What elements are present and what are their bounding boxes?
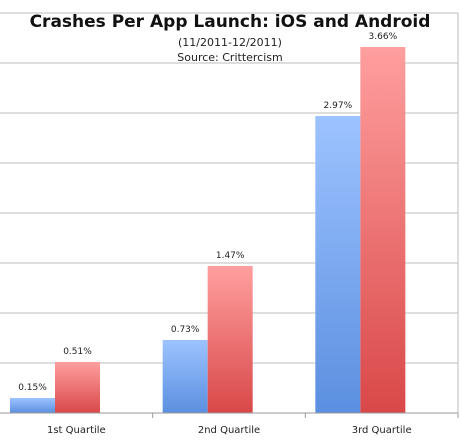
x-tick-label-1: 1st Quartile — [47, 425, 106, 436]
chart-title: Crashes Per App Launch: iOS and Android — [30, 12, 431, 32]
chart-source: Source: Crittercism — [177, 51, 282, 64]
data-label-series-1-3: 2.97% — [324, 101, 353, 111]
bar-series-2-3 — [360, 47, 406, 413]
data-labels: 0.15% 0.51% 0.73% 1.47% 2.97% 3.66% — [18, 32, 397, 393]
gridlines — [0, 12, 459, 413]
bar-series-2-2 — [207, 266, 253, 413]
x-tick-label-3: 3rd Quartile — [352, 425, 412, 436]
data-label-series-2-2: 1.47% — [216, 251, 245, 261]
bars — [10, 47, 406, 413]
data-label-series-1-1: 0.15% — [18, 383, 47, 393]
x-axis: 1st Quartile 2nd Quartile 3rd Quartile — [0, 412, 459, 436]
bar-series-1-1 — [10, 398, 55, 413]
data-label-series-2-3: 3.66% — [369, 32, 398, 42]
data-label-series-2-1: 0.51% — [63, 347, 92, 357]
bar-series-2-1 — [55, 362, 100, 413]
chart-subtitle: (11/2011-12/2011) — [178, 36, 282, 49]
x-tick-label-2: 2nd Quartile — [198, 425, 260, 436]
bar-series-1-2 — [162, 340, 208, 413]
data-label-series-1-2: 0.73% — [171, 325, 200, 335]
bar-series-1-3 — [315, 116, 361, 413]
